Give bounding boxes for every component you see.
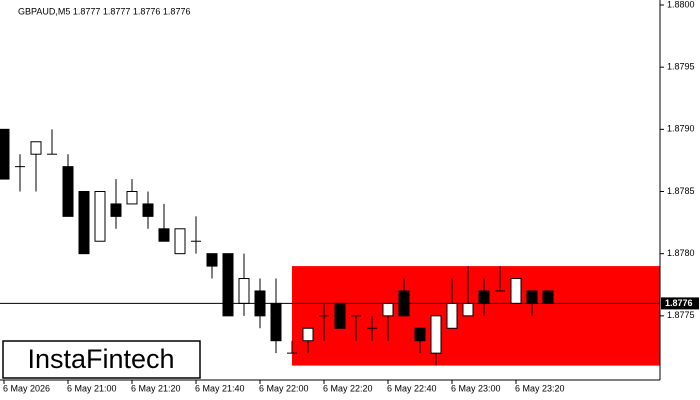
candle-body: [478, 290, 490, 304]
candle-body: [174, 228, 186, 255]
candle-body: [430, 315, 442, 354]
candle-body: [382, 302, 394, 317]
candle-body: [414, 327, 426, 342]
candle-body: [238, 278, 250, 304]
candle-body: [462, 302, 474, 317]
candle-body: [0, 128, 10, 180]
x-tick-label: 6 May 2026: [3, 383, 50, 393]
x-tick-label: 6 May 23:20: [515, 383, 565, 393]
candle-body: [206, 253, 218, 267]
x-tick-label: 6 May 22:20: [323, 383, 373, 393]
zone: [292, 266, 660, 366]
price-label: 1.8776: [665, 298, 693, 308]
candle-body: [62, 166, 74, 217]
candle-body: [222, 253, 234, 317]
y-tick-label: 1.8795: [667, 62, 695, 72]
candle-body: [142, 203, 154, 217]
chart-title: GBPAUD,M5 1.8777 1.8777 1.8776 1.8776: [18, 6, 190, 16]
x-tick-label: 6 May 22:40: [387, 383, 437, 393]
y-tick-label: 1.8800: [667, 0, 695, 9]
watermark: InstaFintech: [27, 344, 174, 374]
price-label-box: [661, 297, 699, 310]
candle-body: [334, 302, 346, 329]
candle-body: [30, 141, 42, 155]
candle-body: [542, 290, 554, 304]
candle-body: [110, 203, 122, 217]
x-tick-label: 6 May 21:00: [67, 383, 117, 393]
x-tick-label: 6 May 21:20: [131, 383, 181, 393]
candle-body: [302, 327, 314, 342]
y-tick-label: 1.8780: [667, 248, 695, 258]
candle-body: [126, 191, 138, 205]
candle-body: [94, 191, 106, 242]
candle-body: [158, 228, 170, 242]
watermark-box: [2, 340, 201, 379]
candle-body: [78, 191, 90, 255]
candle-body: [526, 290, 538, 304]
x-tick-label: 6 May 23:00: [451, 383, 501, 393]
x-tick-label: 6 May 21:40: [195, 383, 245, 393]
y-tick-label: 1.8790: [667, 124, 695, 134]
candle-body: [270, 302, 282, 342]
plot-area: [0, 128, 660, 366]
y-tick-label: 1.8785: [667, 186, 695, 196]
candle-body: [446, 302, 458, 329]
x-tick-label: 6 May 22:00: [259, 383, 309, 393]
y-tick-label: 1.8775: [667, 310, 695, 320]
candle-body: [510, 278, 522, 304]
